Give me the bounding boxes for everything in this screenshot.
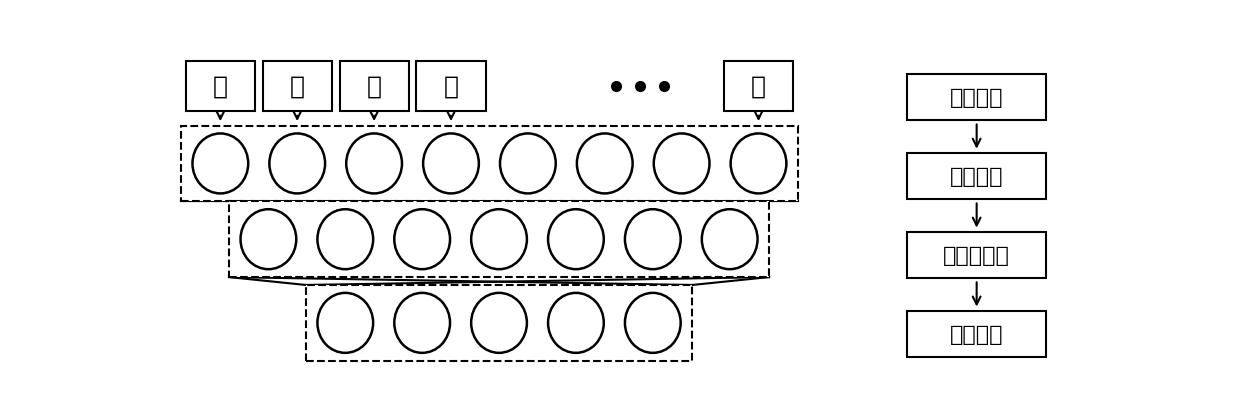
FancyBboxPatch shape — [906, 233, 1047, 278]
Ellipse shape — [346, 134, 402, 194]
Ellipse shape — [394, 210, 450, 270]
FancyBboxPatch shape — [906, 75, 1047, 121]
Ellipse shape — [192, 134, 248, 194]
Text: 初始特征: 初始特征 — [950, 166, 1003, 187]
FancyBboxPatch shape — [340, 62, 409, 112]
Ellipse shape — [269, 134, 325, 194]
FancyBboxPatch shape — [906, 311, 1047, 357]
Text: 全连接网络: 全连接网络 — [944, 245, 1011, 265]
Text: 天气特征: 天气特征 — [950, 324, 1003, 344]
FancyBboxPatch shape — [417, 62, 486, 112]
Ellipse shape — [241, 210, 296, 270]
Ellipse shape — [471, 210, 527, 270]
Ellipse shape — [548, 293, 604, 353]
Text: 雨: 雨 — [213, 75, 228, 99]
FancyBboxPatch shape — [306, 285, 692, 361]
Text: 冰: 冰 — [367, 75, 382, 99]
FancyBboxPatch shape — [263, 62, 332, 112]
Ellipse shape — [394, 293, 450, 353]
FancyBboxPatch shape — [186, 62, 255, 112]
Ellipse shape — [548, 210, 604, 270]
FancyBboxPatch shape — [724, 62, 794, 112]
Ellipse shape — [471, 293, 527, 353]
Ellipse shape — [317, 293, 373, 353]
Ellipse shape — [625, 293, 681, 353]
Ellipse shape — [577, 134, 632, 194]
FancyBboxPatch shape — [181, 126, 797, 202]
FancyBboxPatch shape — [229, 202, 769, 277]
Text: 雪: 雪 — [290, 75, 305, 99]
Ellipse shape — [702, 210, 758, 270]
Ellipse shape — [730, 134, 786, 194]
Ellipse shape — [653, 134, 709, 194]
Text: 风: 风 — [751, 75, 766, 99]
Text: 雾: 雾 — [444, 75, 459, 99]
Ellipse shape — [317, 210, 373, 270]
Text: 天气数据: 天气数据 — [950, 88, 1003, 108]
Ellipse shape — [423, 134, 479, 194]
Ellipse shape — [625, 210, 681, 270]
FancyBboxPatch shape — [906, 154, 1047, 200]
Ellipse shape — [500, 134, 556, 194]
